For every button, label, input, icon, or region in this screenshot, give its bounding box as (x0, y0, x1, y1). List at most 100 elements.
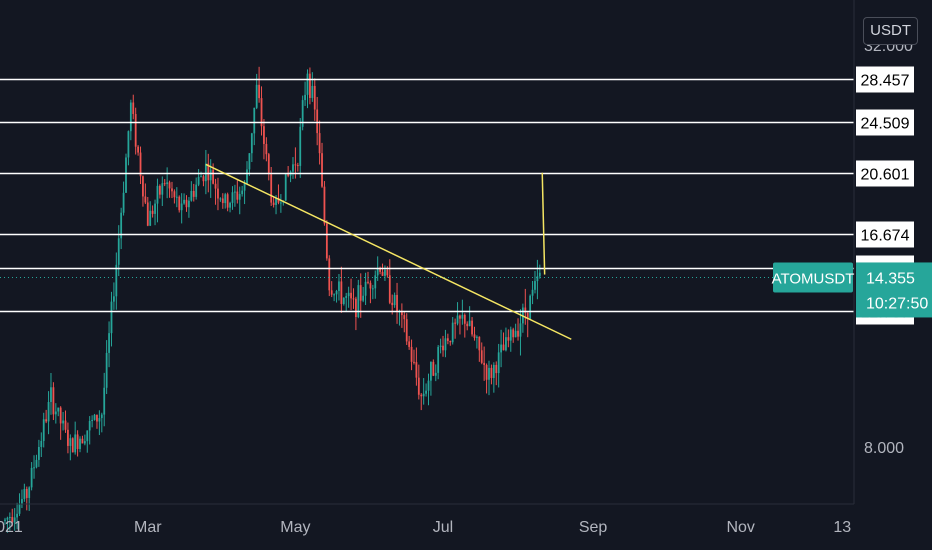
candle-body (62, 420, 64, 424)
candle-body (313, 85, 316, 110)
candle-body (110, 301, 113, 334)
candle-body (490, 367, 493, 378)
candle-body (536, 276, 539, 282)
candle-body (340, 281, 343, 304)
candle-body (25, 488, 28, 498)
candle-body (272, 202, 275, 205)
candle-body (42, 419, 45, 441)
candle-body (333, 294, 336, 296)
candle-body (403, 315, 406, 320)
candle-body (93, 414, 96, 420)
candle-body (195, 184, 198, 197)
candle-body (371, 288, 374, 290)
candle-body (13, 517, 16, 523)
candle-body (321, 153, 323, 187)
candle-body (364, 281, 367, 296)
candle-body (270, 174, 273, 203)
candle-body (156, 185, 159, 204)
candle-body (495, 364, 498, 374)
candle-countdown-text: 10:27:50 (866, 295, 928, 312)
candle-body (381, 271, 384, 276)
time-axis-tick: Jul (433, 519, 453, 536)
candle-body (11, 517, 14, 523)
candle-body (287, 173, 290, 176)
level-price-label (856, 66, 914, 93)
candle-body (391, 302, 394, 306)
candle-body (221, 198, 224, 204)
candle-body (526, 312, 529, 320)
candle-body (241, 190, 244, 195)
candle-body (173, 191, 176, 198)
candle-body (463, 314, 466, 324)
candle-body (485, 364, 488, 380)
candle-body (52, 387, 55, 415)
candle-body (442, 345, 444, 351)
candle-body (425, 390, 427, 394)
candle-body (122, 192, 125, 213)
candle-body (405, 319, 408, 342)
candle-body (480, 350, 483, 363)
candle-body (478, 336, 481, 351)
candle-body (120, 212, 123, 239)
candle-body (292, 164, 294, 172)
candle-body (16, 513, 18, 518)
candle-body (497, 352, 500, 374)
candle-body (76, 434, 79, 449)
candle-body (117, 238, 120, 265)
candle-body (64, 420, 67, 430)
candle-body (86, 430, 89, 442)
candle-body (57, 407, 60, 412)
level-price-label (856, 221, 914, 248)
candle-body (345, 296, 348, 298)
candle-body (71, 438, 74, 453)
candle-body (514, 330, 517, 338)
candle-body (163, 183, 166, 185)
candle-body (192, 190, 195, 197)
candle-body (88, 420, 91, 431)
candle-body (248, 153, 251, 170)
candle-body (396, 294, 398, 312)
candle-body (202, 176, 205, 182)
candle-body (175, 196, 178, 198)
currency-selector-button[interactable]: USDT (863, 17, 918, 45)
candle-body (212, 169, 215, 184)
candle-body (335, 290, 338, 295)
candle-body (258, 84, 260, 99)
descending-trendline[interactable] (205, 163, 572, 340)
candle-body (352, 298, 355, 300)
candle-body (59, 407, 62, 424)
candle-body (18, 503, 21, 514)
candle-body (362, 295, 365, 301)
candle-body (98, 418, 101, 422)
candle-body (500, 344, 502, 353)
candle-body (296, 165, 299, 167)
breakout-projection-line[interactable] (541, 172, 546, 275)
candle-body (28, 487, 31, 498)
level-price-text: 16.674 (861, 228, 910, 245)
time-axis-tick: 13 (833, 519, 851, 536)
symbol-badge (773, 262, 853, 293)
candle-body (451, 322, 454, 343)
candle-body (502, 344, 505, 351)
candle-body (400, 311, 403, 316)
candle-body (534, 281, 536, 290)
candle-body (415, 362, 418, 378)
candle-body (473, 334, 476, 338)
candle-body (100, 414, 103, 419)
candle-body (139, 152, 142, 177)
candle-body (284, 173, 287, 201)
time-axis[interactable]: 2021 Mar May Jul Sep Nov 13 (0, 519, 851, 536)
candle-body (471, 320, 473, 335)
candle-body (35, 459, 38, 468)
candle-body (81, 438, 84, 444)
price-axis[interactable]: 28.45724.50920.60116.67414.85112.78732.0… (856, 38, 914, 457)
candle-body (149, 210, 152, 226)
candle-body (434, 372, 437, 376)
candle-body (323, 186, 326, 224)
candle-body (69, 438, 72, 446)
candle-body (166, 182, 169, 185)
candle-body (74, 434, 77, 453)
candle-body (115, 264, 118, 297)
candle-body (178, 196, 181, 211)
